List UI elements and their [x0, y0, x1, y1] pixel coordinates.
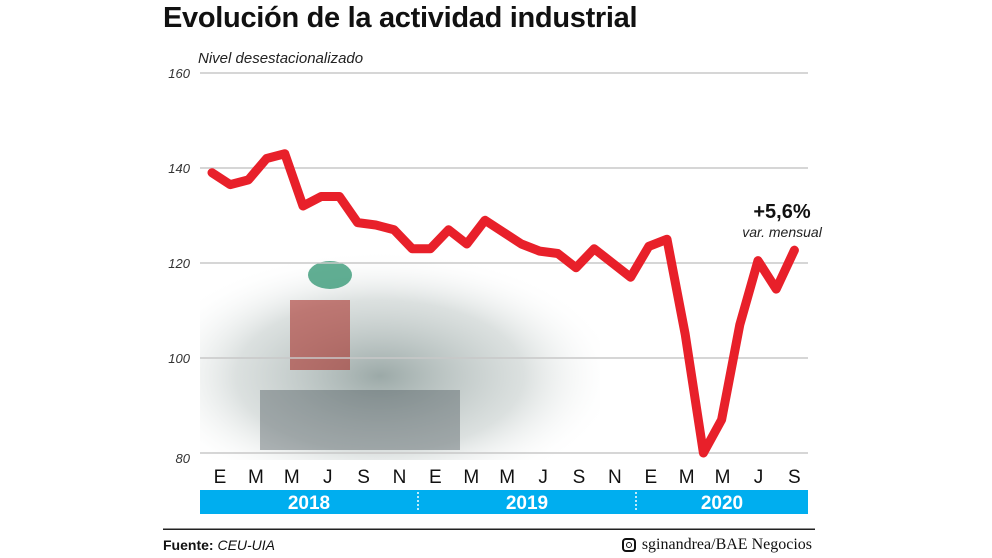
annotation-value: +5,6%: [753, 201, 810, 223]
source-value: CEU-UIA: [217, 537, 276, 553]
year-bar: [200, 490, 808, 514]
x-tick-label: J: [754, 467, 764, 488]
x-tick-label: S: [788, 467, 801, 488]
credit: sginandrea/BAE Negocios: [621, 536, 812, 554]
x-tick-label: N: [393, 467, 407, 488]
x-tick-label: S: [357, 467, 370, 488]
y-tick-label: 100: [168, 351, 190, 366]
source: Fuente: CEU-UIA: [163, 537, 275, 553]
x-tick-label: M: [499, 467, 515, 488]
x-tick-label: J: [323, 467, 333, 488]
y-tick-label: 120: [168, 256, 190, 271]
x-tick-label: M: [679, 467, 695, 488]
x-tick-label: M: [248, 467, 264, 488]
year-label: 2020: [701, 493, 743, 514]
annotation-text: var. mensual: [742, 224, 823, 240]
y-tick-label: 80: [176, 451, 191, 466]
source-label: Fuente:: [163, 537, 214, 553]
credit-text: sginandrea/BAE Negocios: [641, 536, 812, 553]
chart-title: Evolución de la actividad industrial: [163, 2, 638, 34]
y-axis-label: Nivel desestacionalizado: [198, 50, 363, 67]
y-tick-label: 160: [168, 66, 190, 81]
x-tick-label: E: [214, 467, 227, 488]
series-line: [207, 149, 799, 458]
instagram-icon: [621, 538, 636, 552]
year-label: 2018: [288, 493, 330, 514]
x-tick-label: E: [429, 467, 442, 488]
x-tick-label: S: [573, 467, 586, 488]
x-tick-label: E: [644, 467, 657, 488]
x-tick-label: M: [284, 467, 300, 488]
x-tick-label: N: [608, 467, 622, 488]
year-label: 2019: [506, 493, 548, 514]
x-tick-label: M: [715, 467, 731, 488]
x-tick-label: J: [538, 467, 548, 488]
y-tick-label: 140: [168, 161, 190, 176]
x-tick-label: M: [463, 467, 479, 488]
background-photo: [200, 250, 600, 460]
